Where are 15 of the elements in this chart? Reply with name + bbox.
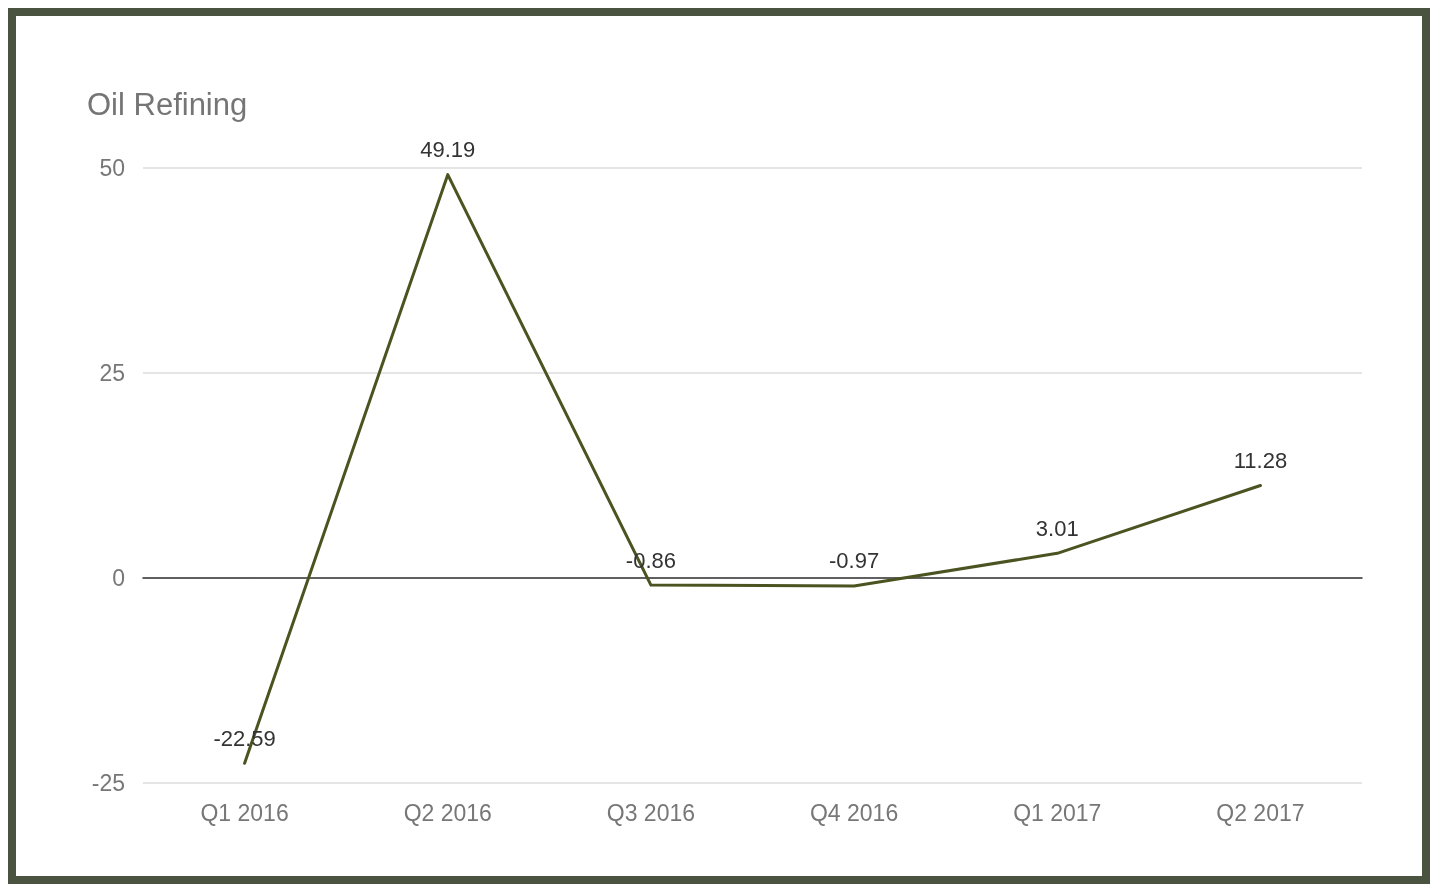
data-label: 11.28 — [1233, 448, 1288, 473]
y-tick-label: -25 — [91, 770, 125, 796]
chart-title: Oil Refining — [87, 87, 248, 122]
x-tick-label: Q4 2016 — [809, 799, 899, 826]
data-label: 49.19 — [420, 137, 476, 163]
y-tick-label: 0 — [112, 565, 125, 591]
x-tick-label: Q1 2017 — [1013, 799, 1102, 826]
y-tick-label: 25 — [99, 360, 125, 386]
data-label: -0.97 — [829, 548, 880, 574]
data-label: 3.01 — [1035, 515, 1079, 541]
x-tick-label: Q1 2016 — [200, 799, 289, 826]
x-tick-label: Q2 2017 — [1216, 799, 1305, 826]
x-tick-label: Q3 2016 — [606, 799, 696, 826]
x-tick-label: Q2 2016 — [403, 799, 492, 826]
y-tick-label: 50 — [99, 155, 125, 181]
